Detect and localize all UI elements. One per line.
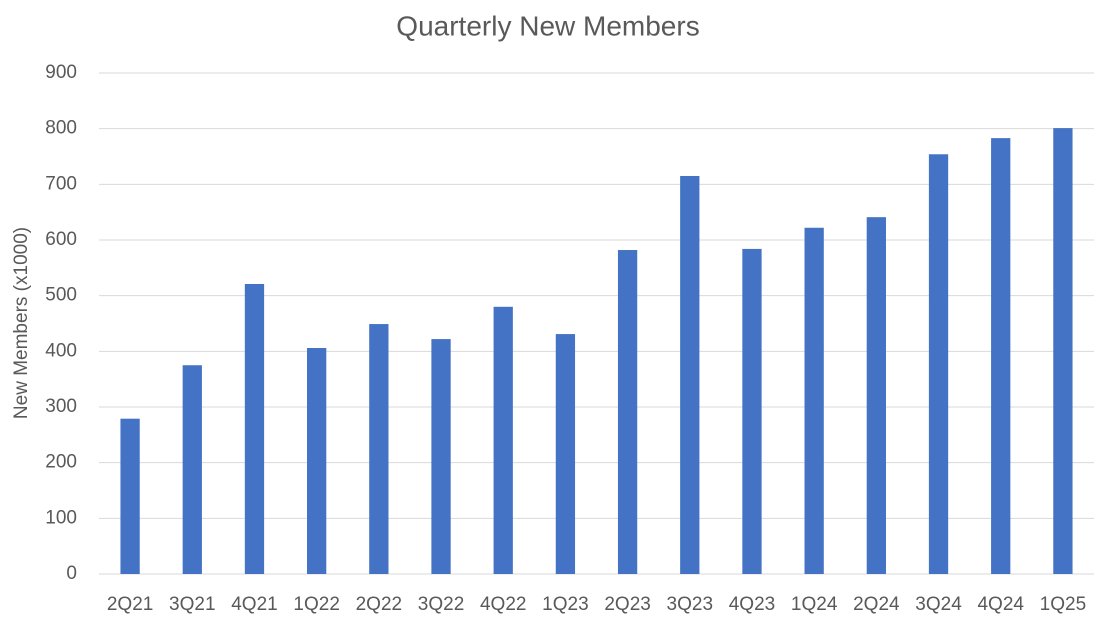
- x-tick-label: 3Q23: [667, 594, 713, 615]
- bar: [307, 347, 327, 574]
- bar: [991, 138, 1011, 574]
- y-tick-label: 300: [45, 396, 77, 417]
- y-tick-label: 0: [66, 563, 77, 584]
- y-tick-label: 400: [45, 340, 77, 361]
- x-tick-label: 2Q23: [604, 594, 650, 615]
- x-tick-label: 4Q24: [977, 594, 1024, 615]
- bar: [431, 339, 451, 574]
- x-tick-label: 1Q25: [1040, 594, 1086, 615]
- x-tick-label: 3Q21: [169, 594, 215, 615]
- x-tick-label: 2Q21: [107, 594, 153, 615]
- y-tick-label: 800: [45, 118, 77, 139]
- y-tick-label: 900: [45, 62, 77, 83]
- x-tick-label: 3Q24: [915, 594, 962, 615]
- bar: [493, 306, 513, 574]
- y-tick-label: 500: [45, 285, 77, 306]
- y-tick-label: 700: [45, 173, 77, 194]
- bar: [617, 250, 638, 574]
- y-tick-label: 100: [45, 507, 77, 528]
- bar: [1053, 128, 1073, 575]
- x-tick-label: 2Q24: [853, 594, 900, 615]
- chart-title: Quarterly New Members: [396, 10, 699, 41]
- x-tick-label: 1Q23: [542, 594, 588, 615]
- bar: [555, 334, 576, 574]
- bar: [244, 283, 265, 574]
- bar: [680, 175, 700, 574]
- x-tick-label: 1Q22: [293, 594, 339, 615]
- y-axis-label: New Members (x1000): [11, 227, 32, 419]
- bar: [928, 154, 949, 575]
- bar: [120, 418, 140, 574]
- x-tick-label: 2Q22: [356, 594, 402, 615]
- x-tick-label: 4Q23: [729, 594, 775, 615]
- y-tick-label: 200: [45, 452, 77, 473]
- bar: [742, 248, 762, 574]
- bar: [804, 227, 824, 574]
- bar: [182, 365, 202, 574]
- x-tick-label: 4Q21: [231, 594, 277, 615]
- x-tick-label: 3Q22: [418, 594, 464, 615]
- bar: [369, 324, 389, 574]
- y-tick-label: 600: [45, 229, 77, 250]
- x-tick-label: 4Q22: [480, 594, 526, 615]
- bar: [866, 217, 886, 574]
- x-tick-label: 1Q24: [791, 594, 838, 615]
